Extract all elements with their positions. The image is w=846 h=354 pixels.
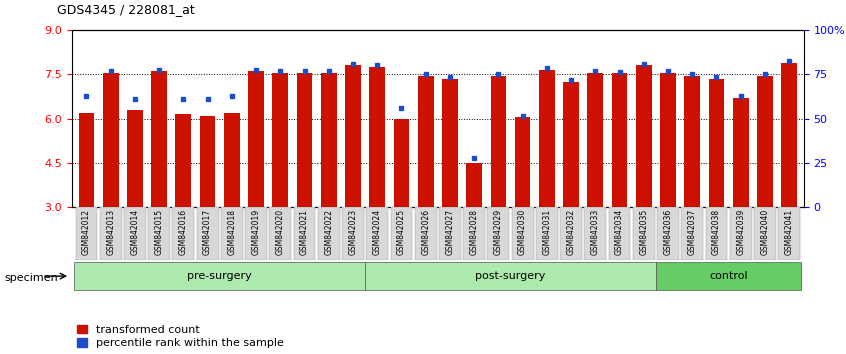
- Text: GSM842016: GSM842016: [179, 209, 188, 255]
- Bar: [733, 98, 749, 207]
- Text: GSM842012: GSM842012: [82, 209, 91, 255]
- FancyBboxPatch shape: [706, 207, 728, 260]
- FancyBboxPatch shape: [221, 207, 243, 260]
- Bar: [224, 113, 239, 207]
- Bar: [539, 70, 555, 207]
- FancyBboxPatch shape: [74, 262, 365, 290]
- FancyBboxPatch shape: [245, 207, 267, 260]
- FancyBboxPatch shape: [366, 207, 388, 260]
- Text: post-surgery: post-surgery: [475, 271, 546, 281]
- Bar: [660, 73, 676, 207]
- FancyBboxPatch shape: [536, 207, 558, 260]
- Text: GSM842023: GSM842023: [349, 209, 358, 255]
- Text: control: control: [709, 271, 748, 281]
- Bar: [757, 76, 772, 207]
- Text: GSM842038: GSM842038: [712, 209, 721, 255]
- Text: GSM842032: GSM842032: [567, 209, 575, 255]
- FancyBboxPatch shape: [512, 207, 534, 260]
- Text: GSM842021: GSM842021: [300, 209, 309, 255]
- Legend: transformed count, percentile rank within the sample: transformed count, percentile rank withi…: [78, 325, 284, 348]
- FancyBboxPatch shape: [439, 207, 461, 260]
- Bar: [612, 73, 628, 207]
- Text: GSM842041: GSM842041: [784, 209, 794, 255]
- FancyBboxPatch shape: [148, 207, 170, 260]
- Text: GSM842015: GSM842015: [155, 209, 163, 255]
- Text: GSM842027: GSM842027: [446, 209, 454, 255]
- Text: GSM842024: GSM842024: [373, 209, 382, 255]
- Bar: [297, 73, 312, 207]
- Bar: [370, 67, 385, 207]
- Text: GSM842030: GSM842030: [518, 209, 527, 255]
- Bar: [393, 119, 409, 207]
- Bar: [248, 72, 264, 207]
- Text: GSM842037: GSM842037: [688, 209, 697, 255]
- Text: GSM842022: GSM842022: [324, 209, 333, 255]
- Text: GSM842034: GSM842034: [615, 209, 624, 255]
- Bar: [563, 82, 579, 207]
- FancyBboxPatch shape: [173, 207, 195, 260]
- Text: GSM842017: GSM842017: [203, 209, 212, 255]
- Bar: [782, 63, 797, 207]
- FancyBboxPatch shape: [75, 207, 97, 260]
- Text: GSM842013: GSM842013: [107, 209, 115, 255]
- Text: GSM842040: GSM842040: [761, 209, 769, 255]
- Text: GSM842019: GSM842019: [251, 209, 261, 255]
- Text: GSM842026: GSM842026: [421, 209, 430, 255]
- Bar: [272, 73, 288, 207]
- FancyBboxPatch shape: [681, 207, 703, 260]
- Text: GSM842035: GSM842035: [640, 209, 648, 255]
- FancyBboxPatch shape: [100, 207, 122, 260]
- Bar: [466, 163, 482, 207]
- FancyBboxPatch shape: [365, 262, 656, 290]
- FancyBboxPatch shape: [269, 207, 291, 260]
- FancyBboxPatch shape: [318, 207, 339, 260]
- FancyBboxPatch shape: [487, 207, 509, 260]
- Text: GSM842031: GSM842031: [542, 209, 552, 255]
- FancyBboxPatch shape: [391, 207, 412, 260]
- FancyBboxPatch shape: [633, 207, 655, 260]
- Bar: [175, 114, 191, 207]
- Bar: [79, 113, 94, 207]
- Bar: [491, 76, 506, 207]
- Text: GSM842020: GSM842020: [276, 209, 285, 255]
- FancyBboxPatch shape: [778, 207, 800, 260]
- FancyBboxPatch shape: [608, 207, 630, 260]
- Text: GSM842039: GSM842039: [736, 209, 745, 255]
- Bar: [709, 79, 724, 207]
- Text: GSM842036: GSM842036: [663, 209, 673, 255]
- FancyBboxPatch shape: [294, 207, 316, 260]
- Bar: [418, 76, 433, 207]
- Text: GDS4345 / 228081_at: GDS4345 / 228081_at: [58, 3, 195, 16]
- FancyBboxPatch shape: [124, 207, 146, 260]
- Text: GSM842033: GSM842033: [591, 209, 600, 255]
- Bar: [151, 72, 167, 207]
- Text: GSM842014: GSM842014: [130, 209, 140, 255]
- FancyBboxPatch shape: [464, 207, 485, 260]
- Bar: [587, 73, 603, 207]
- Bar: [321, 73, 337, 207]
- Text: pre-surgery: pre-surgery: [187, 271, 252, 281]
- FancyBboxPatch shape: [585, 207, 607, 260]
- Text: GSM842029: GSM842029: [494, 209, 503, 255]
- Text: specimen: specimen: [4, 273, 58, 283]
- FancyBboxPatch shape: [415, 207, 437, 260]
- Text: GSM842028: GSM842028: [470, 209, 479, 255]
- FancyBboxPatch shape: [197, 207, 218, 260]
- Bar: [200, 116, 216, 207]
- Text: GSM842025: GSM842025: [397, 209, 406, 255]
- Bar: [684, 76, 700, 207]
- Text: GSM842018: GSM842018: [228, 209, 236, 255]
- Bar: [103, 73, 118, 207]
- FancyBboxPatch shape: [656, 262, 801, 290]
- Bar: [442, 79, 458, 207]
- FancyBboxPatch shape: [657, 207, 678, 260]
- Bar: [345, 65, 361, 207]
- FancyBboxPatch shape: [730, 207, 751, 260]
- Bar: [127, 110, 143, 207]
- FancyBboxPatch shape: [560, 207, 582, 260]
- FancyBboxPatch shape: [754, 207, 776, 260]
- Bar: [636, 65, 651, 207]
- Bar: [514, 117, 530, 207]
- FancyBboxPatch shape: [342, 207, 364, 260]
